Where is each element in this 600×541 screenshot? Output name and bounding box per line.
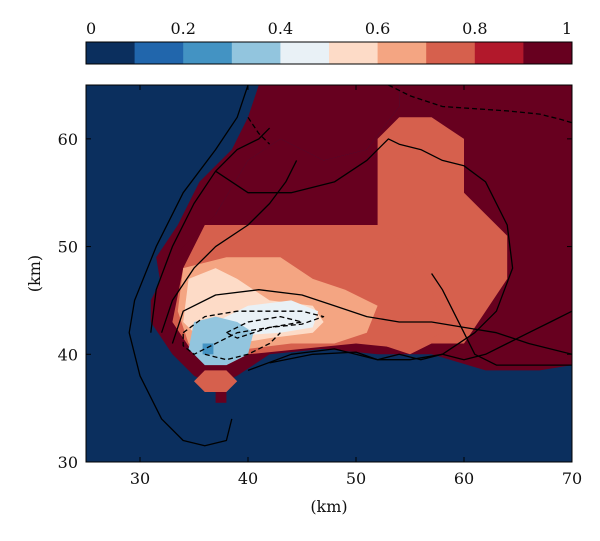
contour-line-0 — [128, 85, 249, 447]
heat-region-8 — [202, 343, 214, 355]
heat-region-9 — [194, 370, 238, 392]
contour-line-1 — [150, 127, 271, 333]
colorbar-tick-label: 0 — [86, 19, 96, 38]
heat-region-0 — [156, 85, 400, 290]
colorbar-swatch — [329, 42, 379, 64]
y-tick-label: 50 — [58, 238, 78, 257]
y-axis-title: (km) — [25, 255, 44, 292]
colorbar-swatch — [377, 42, 427, 64]
heatmap-regions — [150, 85, 572, 403]
plot-frame — [85, 84, 573, 463]
colorbar-swatch — [426, 42, 476, 64]
colorbar-swatch — [86, 42, 136, 64]
colorbar-swatch — [280, 42, 330, 64]
colorbar-tick-label: 1 — [562, 19, 572, 38]
contour-lines — [128, 85, 572, 447]
y-axis: 30 40 50 60 — [58, 130, 572, 472]
colorbar: 0 0.2 0.4 0.6 0.8 1 — [85, 19, 573, 65]
x-tick-label: 50 — [346, 469, 366, 488]
y-tick-label: 40 — [58, 345, 78, 364]
colorbar-tick-label: 0.6 — [365, 19, 390, 38]
colorbar-swatch — [474, 42, 524, 64]
x-tick-label: 60 — [454, 469, 474, 488]
contour-line-12 — [247, 116, 271, 145]
colorbar-swatch — [523, 42, 573, 64]
x-axis-title: (km) — [310, 497, 347, 516]
x-tick-label: 40 — [238, 469, 258, 488]
contour-line-4 — [171, 289, 572, 355]
colorbar-tick-label: 0.8 — [462, 19, 487, 38]
colorbar-swatch — [134, 42, 184, 64]
contour-line-8 — [182, 310, 325, 355]
contour-line-6 — [377, 310, 572, 361]
contour-line-11 — [388, 85, 572, 124]
heat-region-10 — [215, 392, 227, 403]
colorbar-ticks: 0 0.2 0.4 0.6 0.8 1 — [86, 19, 572, 38]
contour-line-2 — [215, 138, 514, 372]
y-tick-label: 60 — [58, 130, 78, 149]
y-tick-label: 30 — [58, 453, 78, 472]
colorbar-swatches — [86, 42, 573, 64]
contour-line-9 — [226, 315, 303, 339]
contour-line-7 — [269, 351, 378, 364]
x-tick-label: 30 — [130, 469, 150, 488]
plot-area — [85, 84, 573, 463]
contour-line-10 — [204, 332, 281, 361]
colorbar-tick-label: 0.2 — [170, 19, 195, 38]
colorbar-swatch — [231, 42, 281, 64]
contour-line-5 — [431, 273, 572, 366]
colorbar-swatch — [183, 42, 233, 64]
colorbar-tick-label: 0.4 — [268, 19, 293, 38]
x-tick-label: 70 — [562, 469, 582, 488]
colorbar-frame — [85, 41, 573, 65]
x-axis: 30 40 50 60 70 — [130, 85, 582, 488]
contour-line-3 — [160, 160, 298, 333]
